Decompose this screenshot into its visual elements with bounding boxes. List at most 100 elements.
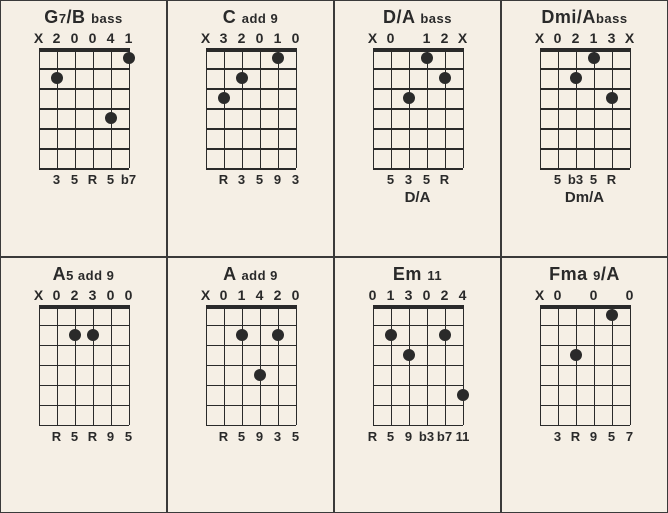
- tone-val: 3: [400, 172, 418, 187]
- fret-line: [39, 365, 129, 367]
- tone-val: 5: [102, 172, 120, 187]
- fingering-val: 0: [215, 287, 233, 303]
- fingering-val: 0: [549, 287, 567, 303]
- fingering-val: 1: [233, 287, 251, 303]
- fingering-val: 0: [102, 287, 120, 303]
- fingering-row: X012X: [364, 30, 472, 46]
- fretboard-diagram: [540, 305, 630, 425]
- fingering-val: 4: [454, 287, 472, 303]
- finger-dot: [439, 72, 451, 84]
- finger-dot: [236, 329, 248, 341]
- tone-val: [197, 172, 215, 187]
- fingering-val: 2: [567, 30, 585, 46]
- finger-dot: [606, 309, 618, 321]
- fret-line: [206, 68, 296, 70]
- string-line: [296, 305, 298, 425]
- string-line: [296, 48, 298, 168]
- fingering-val: 1: [120, 30, 138, 46]
- fingering-row: X32010: [197, 30, 305, 46]
- tone-val: 5: [382, 429, 400, 444]
- tone-val: R: [364, 429, 382, 444]
- tone-val: 9: [102, 429, 120, 444]
- string-line: [463, 305, 465, 425]
- nut: [373, 48, 463, 52]
- string-line: [129, 305, 131, 425]
- tone-val: 5: [287, 429, 305, 444]
- fret-line: [206, 148, 296, 150]
- fret-line: [206, 365, 296, 367]
- finger-dot: [570, 349, 582, 361]
- fingering-val: 2: [436, 30, 454, 46]
- fingering-val: X: [621, 30, 639, 46]
- fingering-row: X000: [531, 287, 639, 303]
- tone-val: R: [567, 429, 585, 444]
- fingering-val: 0: [585, 287, 603, 303]
- fret-line: [39, 385, 129, 387]
- tone-val: 9: [251, 429, 269, 444]
- tone-val: 3: [48, 172, 66, 187]
- fingering-val: 2: [66, 287, 84, 303]
- tone-val: 5: [233, 429, 251, 444]
- tone-val: 5: [585, 172, 603, 187]
- fingering-val: 0: [287, 287, 305, 303]
- tone-val: b7: [120, 172, 138, 187]
- fret-line: [540, 405, 630, 407]
- tone-val: R: [603, 172, 621, 187]
- fingering-val: 1: [585, 30, 603, 46]
- fret-line: [373, 88, 463, 90]
- chord-alt-name: Dm/A: [565, 189, 604, 206]
- finger-dot: [236, 72, 248, 84]
- tone-val: 5: [66, 172, 84, 187]
- tone-val: 5: [549, 172, 567, 187]
- tone-row: R5935: [197, 429, 305, 444]
- fingering-val: 0: [251, 30, 269, 46]
- finger-dot: [51, 72, 63, 84]
- chord-name: A5 add 9: [53, 264, 115, 285]
- tone-val: 3: [233, 172, 251, 187]
- fingering-val: 3: [215, 30, 233, 46]
- fingering-row: X0213X: [531, 30, 639, 46]
- fingering-val: [603, 287, 621, 303]
- tone-val: 9: [269, 172, 287, 187]
- nut: [373, 305, 463, 309]
- fret-line: [373, 385, 463, 387]
- fingering-val: X: [197, 30, 215, 46]
- tone-val: R: [84, 429, 102, 444]
- fretboard-diagram: [206, 48, 296, 168]
- chord-name: D/A bass: [383, 7, 452, 28]
- chord-cell: Fma 9/AX0003R957: [501, 257, 668, 513]
- tone-val: [531, 429, 549, 444]
- fret-line: [540, 168, 630, 170]
- fret-line: [206, 385, 296, 387]
- chord-cell: Dmi/AbassX0213X5b35RDm/A: [501, 0, 668, 257]
- tone-val: 5: [603, 429, 621, 444]
- chord-cell: D/A bassX012X535RD/A: [334, 0, 501, 257]
- fret-line: [373, 345, 463, 347]
- nut: [540, 48, 630, 52]
- finger-dot: [570, 72, 582, 84]
- tone-val: R: [436, 172, 454, 187]
- tone-val: [454, 172, 472, 187]
- tone-val: R: [215, 172, 233, 187]
- fingering-val: 0: [418, 287, 436, 303]
- fret-line: [540, 108, 630, 110]
- fret-line: [540, 68, 630, 70]
- tone-row: 3R957: [531, 429, 639, 444]
- fret-line: [373, 108, 463, 110]
- fingering-row: X01420: [197, 287, 305, 303]
- tone-val: 9: [585, 429, 603, 444]
- fret-line: [540, 325, 630, 327]
- tone-val: 3: [287, 172, 305, 187]
- finger-dot: [403, 92, 415, 104]
- fret-line: [373, 148, 463, 150]
- tone-val: 5: [251, 172, 269, 187]
- chord-name: G7/B bass: [44, 7, 122, 28]
- nut: [39, 48, 129, 52]
- tone-val: R: [84, 172, 102, 187]
- nut: [39, 305, 129, 309]
- tone-row: 535R: [364, 172, 472, 187]
- fingering-val: 0: [120, 287, 138, 303]
- fret-line: [373, 128, 463, 130]
- tone-val: b3: [418, 429, 436, 444]
- fret-line: [39, 325, 129, 327]
